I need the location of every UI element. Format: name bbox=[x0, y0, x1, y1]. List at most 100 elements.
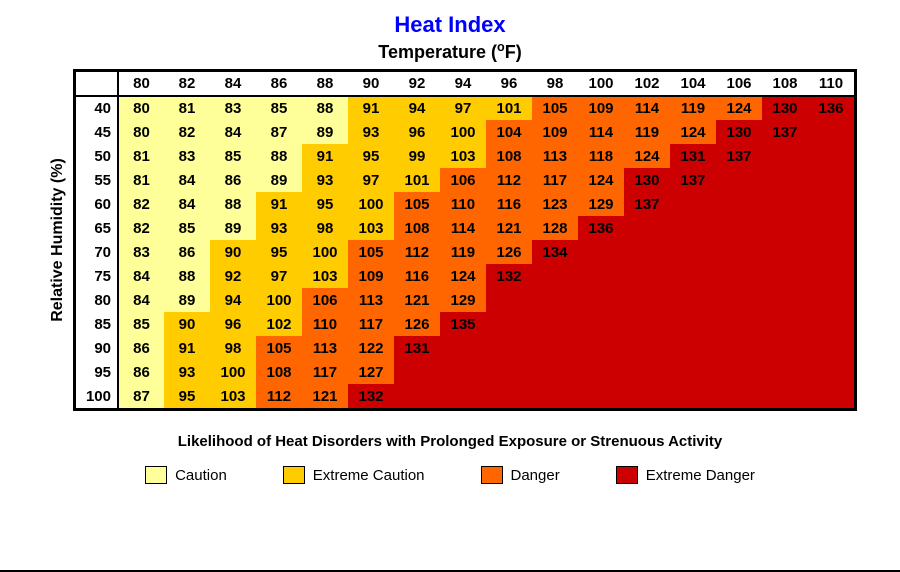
heat-cell: 104 bbox=[486, 120, 532, 144]
heat-cell bbox=[808, 360, 854, 384]
table-row: 7083869095100105112119126134 bbox=[76, 240, 854, 264]
row-header-humidity: 40 bbox=[76, 96, 118, 120]
row-header-humidity: 65 bbox=[76, 216, 118, 240]
heat-cell bbox=[762, 360, 808, 384]
heat-cell bbox=[808, 120, 854, 144]
heat-cell: 81 bbox=[118, 144, 164, 168]
col-header-temp: 92 bbox=[394, 72, 440, 96]
chart-title: Heat Index bbox=[22, 12, 878, 38]
y-axis-label: Relative Humidity (%) bbox=[49, 158, 67, 322]
heat-cell bbox=[578, 336, 624, 360]
heat-cell: 91 bbox=[256, 192, 302, 216]
heat-cell: 113 bbox=[302, 336, 348, 360]
heat-cell: 112 bbox=[486, 168, 532, 192]
heat-cell bbox=[532, 360, 578, 384]
x-axis-label-suffix: F) bbox=[505, 42, 522, 62]
heat-cell bbox=[716, 216, 762, 240]
heat-cell: 90 bbox=[210, 240, 256, 264]
heat-cell: 110 bbox=[302, 312, 348, 336]
heat-cell: 127 bbox=[348, 360, 394, 384]
heat-cell bbox=[578, 312, 624, 336]
heat-cell: 103 bbox=[440, 144, 486, 168]
table-row: 4580828487899396100104109114119124130137 bbox=[76, 120, 854, 144]
heat-cell: 119 bbox=[670, 96, 716, 120]
col-header-temp: 106 bbox=[716, 72, 762, 96]
legend-swatch bbox=[145, 466, 167, 484]
heat-cell bbox=[716, 192, 762, 216]
heat-cell: 80 bbox=[118, 120, 164, 144]
heat-cell: 88 bbox=[256, 144, 302, 168]
heat-cell bbox=[716, 288, 762, 312]
heat-cell bbox=[670, 360, 716, 384]
heat-cell bbox=[762, 216, 808, 240]
heat-cell: 112 bbox=[256, 384, 302, 408]
heat-cell: 87 bbox=[118, 384, 164, 408]
heat-cell bbox=[716, 264, 762, 288]
table-row: 4080818385889194971011051091141191241301… bbox=[76, 96, 854, 120]
heat-cell: 83 bbox=[210, 96, 256, 120]
heat-cell: 82 bbox=[118, 192, 164, 216]
heat-cell: 117 bbox=[532, 168, 578, 192]
table-corner bbox=[76, 72, 118, 96]
heat-cell: 124 bbox=[624, 144, 670, 168]
legend-swatch bbox=[616, 466, 638, 484]
heat-cell: 88 bbox=[210, 192, 256, 216]
heat-cell bbox=[394, 360, 440, 384]
heat-cell: 85 bbox=[210, 144, 256, 168]
heat-cell: 135 bbox=[440, 312, 486, 336]
table-row: 608284889195100105110116123129137 bbox=[76, 192, 854, 216]
heat-cell: 124 bbox=[440, 264, 486, 288]
heat-cell bbox=[532, 384, 578, 408]
table-row: 80848994100106113121129 bbox=[76, 288, 854, 312]
heat-cell: 126 bbox=[486, 240, 532, 264]
heat-cell: 109 bbox=[532, 120, 578, 144]
heat-cell: 85 bbox=[164, 216, 210, 240]
chart-area: Relative Humidity (%) 808284868890929496… bbox=[22, 69, 878, 411]
heat-cell: 129 bbox=[440, 288, 486, 312]
legend-label: Extreme Caution bbox=[313, 467, 425, 484]
heat-cell: 137 bbox=[716, 144, 762, 168]
heat-cell: 82 bbox=[164, 120, 210, 144]
heat-cell: 86 bbox=[164, 240, 210, 264]
heat-cell bbox=[624, 336, 670, 360]
heat-cell bbox=[808, 264, 854, 288]
heat-cell: 119 bbox=[440, 240, 486, 264]
heat-cell: 113 bbox=[348, 288, 394, 312]
heat-cell: 110 bbox=[440, 192, 486, 216]
heat-cell: 100 bbox=[348, 192, 394, 216]
legend-item: Danger bbox=[481, 466, 560, 484]
page: Heat Index Temperature (oF) Relative Hum… bbox=[0, 0, 900, 572]
table-row: 958693100108117127 bbox=[76, 360, 854, 384]
heat-cell bbox=[808, 384, 854, 408]
heat-cell bbox=[808, 240, 854, 264]
row-header-humidity: 100 bbox=[76, 384, 118, 408]
heat-cell bbox=[716, 360, 762, 384]
table-row: 85859096102110117126135 bbox=[76, 312, 854, 336]
table-row: 55818486899397101106112117124130137 bbox=[76, 168, 854, 192]
heat-cell bbox=[578, 360, 624, 384]
heat-cell bbox=[762, 288, 808, 312]
heat-cell: 93 bbox=[302, 168, 348, 192]
heat-cell: 109 bbox=[348, 264, 394, 288]
heat-cell bbox=[716, 336, 762, 360]
table-row: 90869198105113122131 bbox=[76, 336, 854, 360]
table-row: 7584889297103109116124132 bbox=[76, 264, 854, 288]
heat-cell: 106 bbox=[440, 168, 486, 192]
row-header-humidity: 50 bbox=[76, 144, 118, 168]
heat-cell: 86 bbox=[118, 360, 164, 384]
row-header-humidity: 80 bbox=[76, 288, 118, 312]
legend-label: Caution bbox=[175, 467, 227, 484]
heat-cell: 103 bbox=[210, 384, 256, 408]
heat-cell: 98 bbox=[302, 216, 348, 240]
heat-cell bbox=[440, 336, 486, 360]
heat-cell bbox=[716, 240, 762, 264]
heat-cell: 93 bbox=[348, 120, 394, 144]
heat-index-table: 8082848688909294969810010210410610811040… bbox=[76, 72, 854, 408]
heat-cell: 89 bbox=[256, 168, 302, 192]
heat-cell: 134 bbox=[532, 240, 578, 264]
col-header-temp: 86 bbox=[256, 72, 302, 96]
col-header-temp: 104 bbox=[670, 72, 716, 96]
heat-cell bbox=[808, 192, 854, 216]
heat-cell bbox=[762, 312, 808, 336]
heat-cell: 95 bbox=[256, 240, 302, 264]
